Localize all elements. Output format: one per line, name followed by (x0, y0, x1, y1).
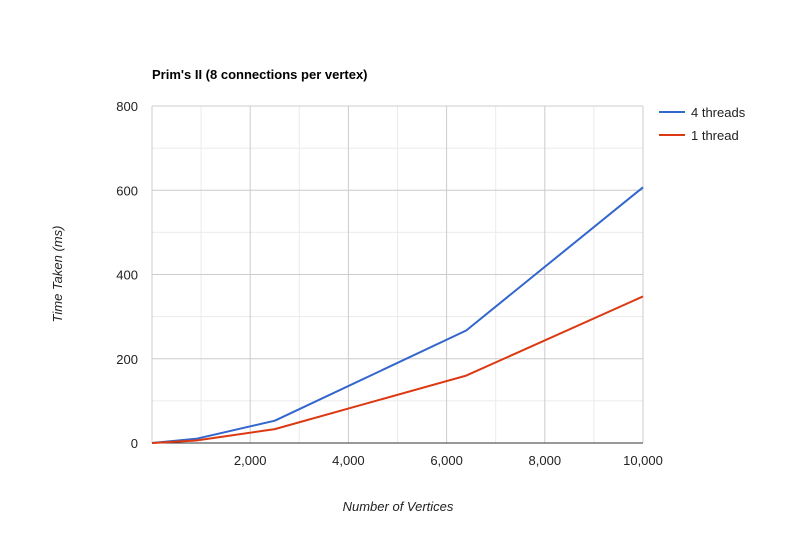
legend: 4 threads 1 thread (659, 105, 746, 143)
y-axis-title: Time Taken (ms) (50, 226, 65, 323)
series-line-1 (151, 295, 644, 444)
y-tick-label: 600 (116, 183, 138, 198)
x-axis-ticks: 2,000 4,000 6,000 8,000 10,000 (234, 453, 663, 468)
series-lines (151, 186, 644, 444)
chart-title: Prim's II (8 connections per vertex) (152, 67, 368, 82)
x-tick-label: 10,000 (623, 453, 663, 468)
y-tick-label: 400 (116, 268, 138, 283)
y-tick-label: 800 (116, 99, 138, 114)
legend-label: 4 threads (691, 105, 746, 120)
x-axis-title: Number of Vertices (343, 499, 454, 514)
x-tick-label: 8,000 (529, 453, 562, 468)
x-tick-label: 6,000 (430, 453, 463, 468)
series-line-0 (151, 186, 644, 444)
major-gridlines (151, 105, 644, 443)
x-tick-label: 2,000 (234, 453, 267, 468)
y-axis-ticks: 0 200 400 600 800 (116, 99, 138, 451)
y-tick-label: 200 (116, 352, 138, 367)
y-tick-label: 0 (131, 436, 138, 451)
x-tick-label: 4,000 (332, 453, 365, 468)
legend-label: 1 thread (691, 128, 739, 143)
